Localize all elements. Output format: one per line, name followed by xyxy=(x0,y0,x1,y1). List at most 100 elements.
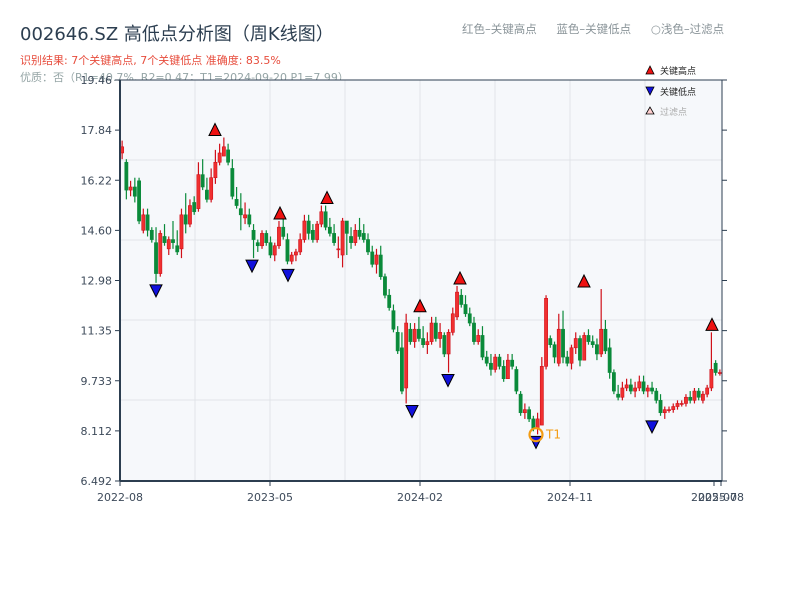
candle-up xyxy=(340,220,345,256)
candle-down xyxy=(650,387,654,392)
y-tick-label: 9.733 xyxy=(81,375,113,388)
candle-down xyxy=(501,366,506,380)
key-low-marker xyxy=(441,374,455,388)
candle-down xyxy=(489,362,493,370)
candle-down xyxy=(391,310,396,330)
x-axis-ticks: 2022-08 2023-05 2024-02 2024-11 2025-072025-… xyxy=(97,481,744,504)
candle-up xyxy=(701,393,705,401)
candle-up xyxy=(671,406,676,410)
candle-up xyxy=(319,211,324,225)
candle-up xyxy=(455,291,459,318)
candle-down xyxy=(578,338,582,361)
candle-down xyxy=(480,335,485,358)
chart-title: 002646.SZ 高低点分析图（周K线图） xyxy=(20,24,334,45)
y-tick-label: 16.22 xyxy=(81,174,113,187)
candle-down xyxy=(132,186,137,197)
legend-filtered-icon xyxy=(645,106,655,115)
legend-filtered-label: 过滤点 xyxy=(660,106,687,118)
legend-red-label: 红色–关键高点 xyxy=(462,22,537,36)
candle-down xyxy=(306,220,311,234)
candle-up xyxy=(272,245,277,256)
candle-down xyxy=(310,229,315,240)
candle-up xyxy=(556,328,561,364)
color-legend: 红色–关键高点 蓝色–关键低点 ○浅色–过滤点 xyxy=(462,21,724,37)
candle-up xyxy=(243,214,247,219)
candle-up xyxy=(450,313,455,333)
candle-down xyxy=(344,220,349,234)
candle-up xyxy=(141,214,146,231)
y-tick-label: 12.98 xyxy=(81,275,113,288)
key-high-marker xyxy=(705,317,719,331)
key-low-marker xyxy=(645,420,659,435)
candle-down xyxy=(595,344,599,355)
candle-down xyxy=(433,322,438,339)
candle-down xyxy=(366,239,370,253)
key-high-marker xyxy=(273,205,287,220)
candle-down xyxy=(484,356,489,364)
key-low-marker xyxy=(245,259,259,274)
candle-down xyxy=(205,189,209,200)
candle-up xyxy=(429,322,434,342)
candle-down xyxy=(378,254,383,277)
candle-down xyxy=(616,393,621,398)
legend-high-icon xyxy=(645,65,655,75)
result-summary: 识别结果: 7个关键高点, 7个关键低点 准确度: 83.5% xyxy=(20,54,281,67)
candle-up xyxy=(209,177,214,200)
candle-up xyxy=(217,152,222,163)
candle-down xyxy=(357,229,362,237)
candle-down xyxy=(175,245,180,253)
candle-down xyxy=(416,328,421,339)
candle-up xyxy=(679,403,684,405)
candle-up xyxy=(404,322,409,389)
candle-up xyxy=(277,226,281,247)
candle-down xyxy=(323,211,328,228)
candles xyxy=(120,137,722,435)
candle-down xyxy=(654,390,659,401)
candle-down xyxy=(590,341,595,345)
candle-down xyxy=(149,229,154,240)
candle-down xyxy=(183,214,188,225)
candle-down xyxy=(518,393,523,414)
legend-low-icon xyxy=(645,86,655,96)
candle-down xyxy=(628,384,633,392)
candle-up xyxy=(438,332,442,339)
candle-up xyxy=(544,298,548,367)
candle-down xyxy=(230,168,235,197)
key-low-marker xyxy=(281,268,295,283)
y-tick-label: 6.492 xyxy=(81,475,113,488)
candle-down xyxy=(696,390,701,398)
candle-up xyxy=(260,233,264,247)
key-low-marker xyxy=(149,284,163,298)
candle-down xyxy=(497,356,502,367)
candle-down xyxy=(145,214,150,231)
t1-ring xyxy=(528,427,544,443)
candle-up xyxy=(353,229,358,243)
candle-down xyxy=(171,239,175,243)
candle-up xyxy=(221,146,226,157)
x-tick-label: 2025-07 xyxy=(691,491,737,504)
candle-up xyxy=(476,335,481,342)
key-low-marker xyxy=(405,404,419,419)
candle-down xyxy=(565,356,570,364)
y-tick-label: 8.112 xyxy=(81,425,113,438)
grid-lines xyxy=(120,80,722,481)
candle-down xyxy=(611,372,616,392)
candle-up xyxy=(128,186,133,191)
candle-down xyxy=(264,233,269,243)
candle-down xyxy=(527,409,532,420)
candle-up xyxy=(336,248,341,251)
candle-down xyxy=(162,236,167,243)
y-tick-label: 14.60 xyxy=(81,224,113,237)
x-tick-label: 2023-05 xyxy=(247,491,293,504)
candle-down xyxy=(251,229,256,240)
candle-down xyxy=(200,174,205,188)
candle-down xyxy=(285,239,290,262)
candle-down xyxy=(561,328,565,358)
x-tick-label: 2024-02 xyxy=(397,491,443,504)
legend-blue-label: 蓝色–关键低点 xyxy=(556,22,632,36)
plot-area xyxy=(120,80,722,481)
candle-up xyxy=(289,254,294,262)
key-high-marker xyxy=(320,190,334,205)
candle-up xyxy=(684,396,688,404)
candle-down xyxy=(255,242,260,247)
